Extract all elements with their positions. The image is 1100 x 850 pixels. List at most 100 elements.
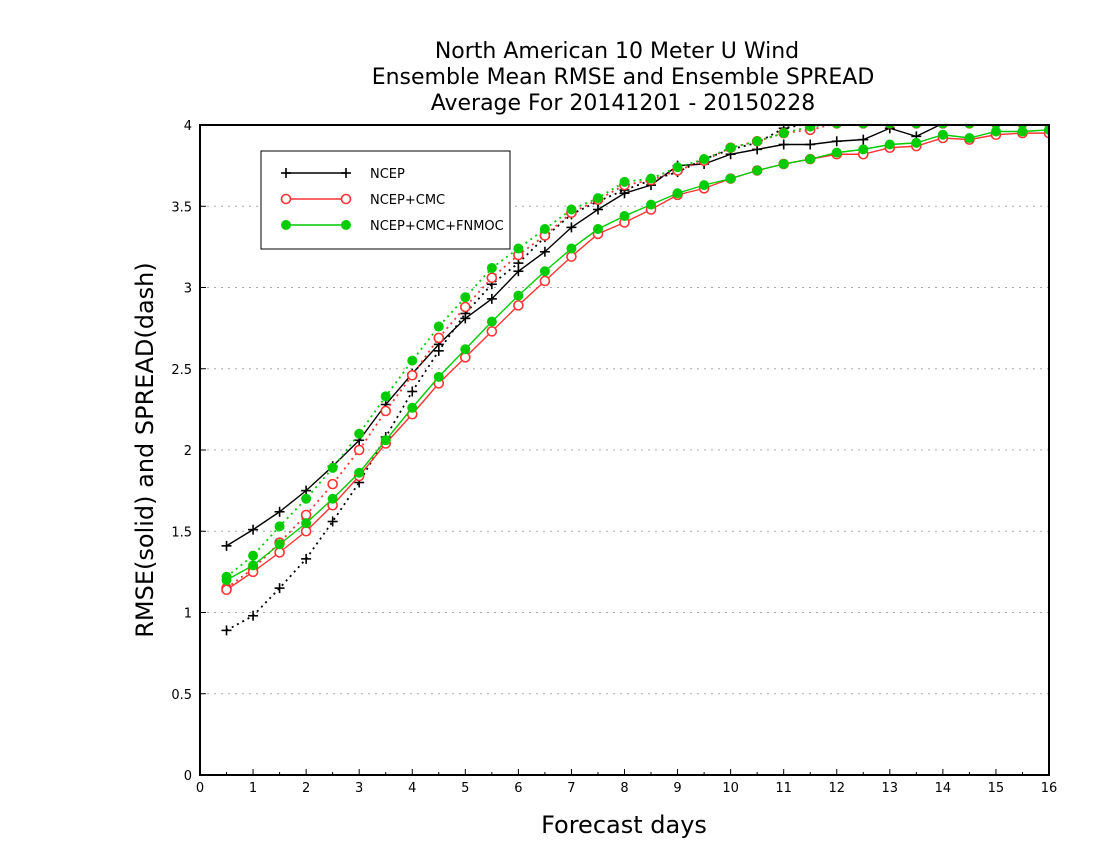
spread-point	[725, 142, 736, 153]
rmse-point	[752, 165, 763, 176]
spread-point	[513, 243, 524, 254]
legend-entry: NCEP	[281, 167, 405, 182]
legend-marker	[281, 168, 291, 178]
rmse-point	[778, 159, 789, 169]
spread-point	[327, 516, 338, 527]
legend-marker	[341, 168, 351, 178]
spread-point	[433, 332, 445, 344]
rmse-point	[301, 518, 312, 529]
spread-point	[248, 610, 259, 621]
x-tick-label: 7	[567, 781, 575, 796]
y-tick-label: 2	[184, 444, 192, 459]
rmse-point	[990, 126, 1001, 137]
spread-point	[699, 154, 710, 165]
rmse-point	[1017, 126, 1028, 137]
spread-point	[566, 204, 577, 215]
rmse-point	[327, 493, 338, 504]
spread-point	[672, 162, 683, 173]
spread-point	[274, 583, 285, 594]
chart-title-line-1: North American 10 Meter U Wind	[435, 39, 799, 64]
spread-point	[539, 224, 550, 234]
x-axis-label: Forecast days	[541, 811, 707, 839]
rmse-point	[513, 290, 524, 301]
rmse-point	[274, 539, 285, 550]
rmse-point	[778, 139, 789, 150]
rmse-point	[566, 243, 577, 254]
rmse-point	[248, 524, 259, 535]
rmse-point	[884, 139, 895, 150]
rmse-point	[274, 506, 285, 517]
rmse-point	[221, 584, 232, 596]
spread-point	[486, 263, 497, 273]
x-tick-label: 1	[249, 781, 257, 796]
rmse-point	[407, 402, 418, 413]
rmse-point	[592, 204, 603, 215]
spread-point	[406, 369, 418, 381]
y-tick-label: 3.5	[171, 200, 192, 215]
y-tick-label: 3	[184, 282, 192, 297]
rmse-point	[539, 266, 550, 277]
legend-marker	[281, 220, 291, 230]
spread-point	[592, 193, 603, 204]
rmse-point	[539, 246, 550, 257]
x-tick-label: 13	[882, 781, 899, 796]
spread-point	[805, 124, 816, 132]
rmse-point	[592, 224, 603, 234]
rmse-point	[964, 133, 975, 143]
x-tick-label: 9	[673, 781, 681, 796]
spread-point	[327, 478, 338, 490]
rmse-point	[380, 435, 391, 446]
spread-point	[221, 625, 232, 636]
rmse-point	[486, 326, 498, 337]
rmse-point	[513, 266, 524, 277]
legend-marker	[341, 220, 351, 230]
spread-point	[327, 462, 338, 473]
legend: NCEP NCEP+CMC NCEP+CMC+FNMOC	[260, 150, 511, 250]
chart-title: North American 10 Meter U Wind Ensemble …	[372, 39, 875, 116]
spread-point	[831, 124, 842, 129]
rmse-point	[805, 154, 816, 165]
x-tick-label: 10	[722, 781, 739, 796]
spread-point	[301, 493, 312, 504]
rmse-point	[646, 199, 657, 210]
spread-point	[354, 428, 365, 439]
rmse-point	[486, 316, 497, 327]
rmse-point	[672, 188, 683, 199]
spread-point	[460, 292, 471, 303]
rmse-point	[937, 129, 948, 140]
rmse-point	[858, 134, 869, 145]
x-tick-label: 6	[514, 781, 522, 796]
spread-point	[380, 391, 391, 402]
spread-point	[380, 405, 392, 417]
spread-point	[407, 386, 418, 397]
spread-point	[460, 301, 471, 313]
rmse-point	[725, 173, 736, 184]
rmse-point	[354, 467, 365, 478]
rmse-point	[858, 144, 869, 155]
x-tick-label: 2	[302, 781, 310, 796]
spread-point	[407, 355, 418, 366]
x-tick-label: 4	[408, 781, 416, 796]
spread-point	[752, 136, 763, 147]
rmse-point	[539, 275, 551, 287]
x-tick-label: 16	[1041, 781, 1058, 796]
legend-marker	[280, 193, 292, 205]
spread-point	[433, 321, 444, 332]
chart-title-line-2: Ensemble Mean RMSE and Ensemble SPREAD	[372, 65, 875, 90]
spread-point	[778, 128, 789, 139]
y-tick-label: 2.5	[171, 363, 192, 378]
spread-point	[248, 550, 259, 561]
rmse-point	[619, 211, 630, 221]
spread-point	[646, 173, 657, 184]
legend-label: NCEP+CMC	[370, 193, 445, 208]
spread-point	[301, 553, 312, 564]
y-tick-label: 4	[184, 119, 192, 134]
spread-point	[911, 124, 922, 129]
x-tick-label: 15	[988, 781, 1005, 796]
legend-marker	[340, 193, 352, 205]
x-axis: 0 1 2 3 4 5 6 7 8 9 10 11 12 13 14 15 16	[196, 769, 1057, 796]
spread-point	[619, 176, 630, 187]
x-tick-label: 0	[196, 781, 204, 796]
spread-point	[884, 124, 895, 129]
